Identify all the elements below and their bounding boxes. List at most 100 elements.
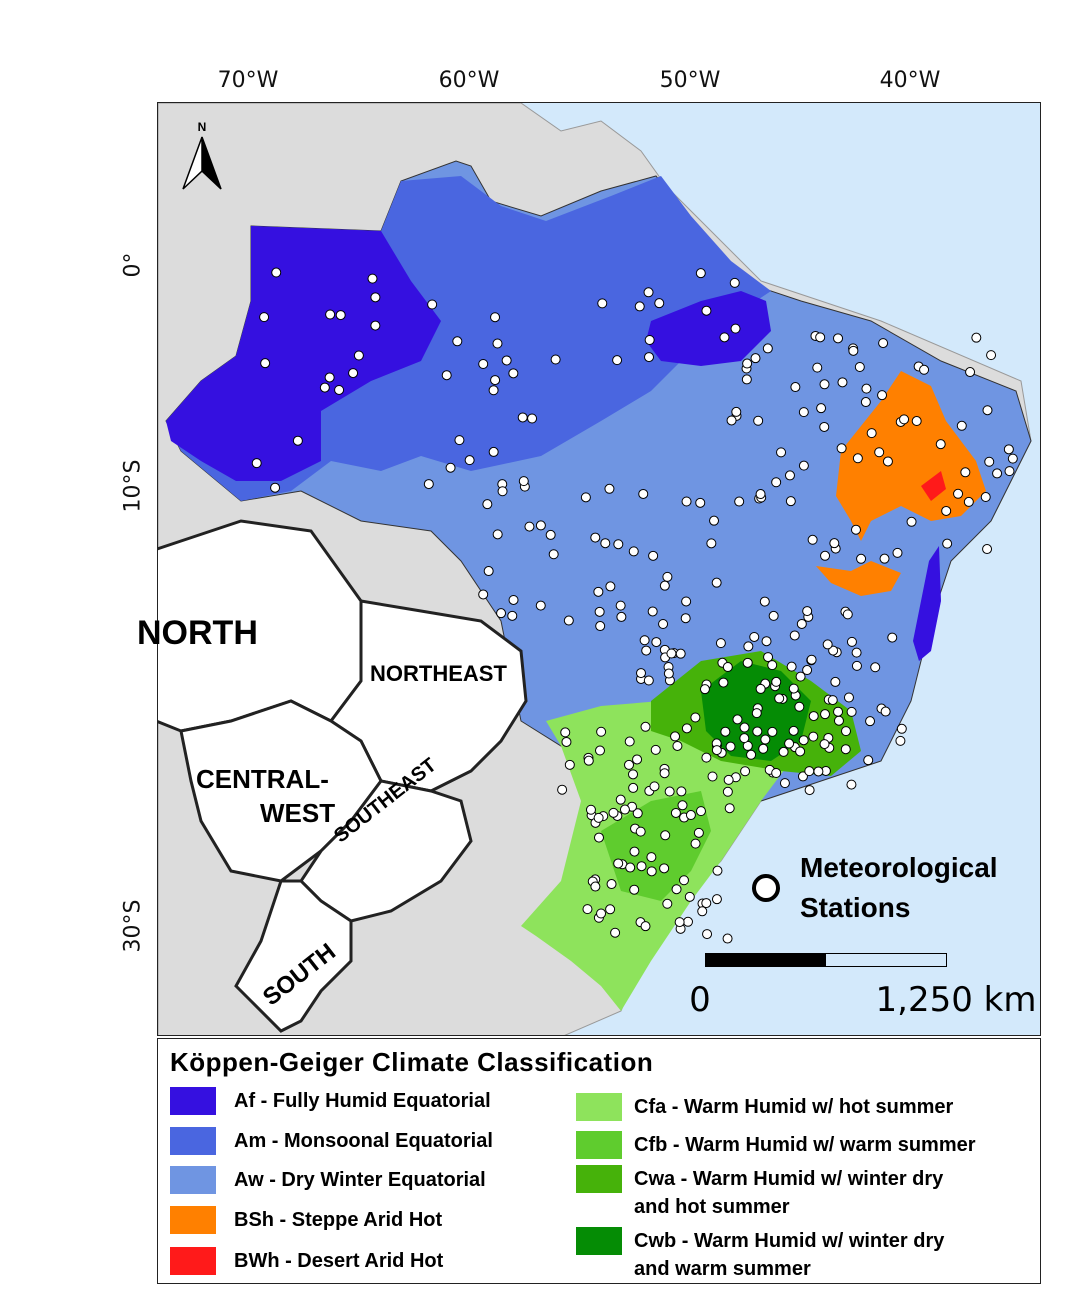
station-marker (1004, 466, 1015, 477)
station-marker (681, 496, 692, 507)
legend-label-bsh: BSh - Steppe Arid Hot (234, 1209, 443, 1231)
station-marker (629, 846, 640, 857)
station-marker (650, 744, 661, 755)
station-marker (507, 610, 518, 621)
station-marker (796, 618, 807, 629)
station-marker (709, 515, 720, 526)
station-marker (753, 415, 764, 426)
station-marker (670, 807, 681, 818)
north-arrow-icon: N (182, 120, 222, 190)
station-marker (829, 538, 840, 549)
station-marker (596, 908, 607, 919)
station-marker (795, 671, 806, 682)
station-marker (583, 755, 594, 766)
station-marker (718, 677, 729, 688)
station-marker (676, 786, 687, 797)
station-marker (797, 771, 808, 782)
station-marker (624, 736, 635, 747)
station-marker (788, 683, 799, 694)
station-marker (895, 735, 906, 746)
station-marker (496, 608, 507, 619)
station-marker (561, 736, 572, 747)
station-marker (776, 447, 787, 458)
station-marker (794, 701, 805, 712)
station-marker (740, 766, 751, 777)
station-marker (711, 577, 722, 588)
station-marker (610, 927, 621, 938)
station-marker (628, 546, 639, 557)
station-marker (848, 345, 859, 356)
station-marker (324, 372, 335, 383)
climate-zone-bsh (836, 371, 986, 541)
station-marker (334, 384, 345, 395)
station-marker (483, 566, 494, 577)
station-marker (660, 830, 671, 841)
station-marker (590, 532, 601, 543)
station-marker (594, 606, 605, 617)
climate-zone-af-coast (913, 546, 941, 661)
station-marker (732, 714, 743, 725)
station-marker (1003, 444, 1014, 455)
station-marker (681, 596, 692, 607)
station-marker (527, 413, 538, 424)
station-marker (681, 723, 692, 734)
station-marker (767, 726, 778, 737)
station-marker (960, 467, 971, 478)
legend-swatch-cwa (576, 1165, 622, 1193)
station-marker (615, 794, 626, 805)
station-marker (690, 838, 701, 849)
station-marker (982, 405, 993, 416)
station-marker (670, 731, 681, 742)
station-marker (625, 862, 636, 873)
station-marker (723, 774, 734, 785)
station-marker (593, 586, 604, 597)
station-marker (851, 647, 862, 658)
station-marker (492, 338, 503, 349)
station-marker (490, 312, 501, 323)
legend-label-cfb: Cfb - Warm Humid w/ warm summer (634, 1134, 976, 1156)
station-marker (892, 547, 903, 558)
station-marker (508, 368, 519, 379)
station-marker (739, 722, 750, 733)
station-marker (271, 267, 282, 278)
station-marker (982, 544, 993, 555)
station-marker (497, 486, 508, 497)
station-marker (877, 390, 888, 401)
station-marker (742, 358, 753, 369)
station-marker (833, 706, 844, 717)
station-marker (628, 782, 639, 793)
station-marker (854, 362, 865, 373)
station-marker (643, 287, 654, 298)
station-marker (423, 479, 434, 490)
station-marker (798, 407, 809, 418)
station-marker (768, 610, 779, 621)
longitude-tick-60w: 60°W (438, 68, 500, 93)
region-label-north: NORTH (137, 614, 258, 652)
station-marker (795, 746, 806, 757)
station-marker (260, 358, 271, 369)
station-marker (880, 706, 891, 717)
station-marker (488, 385, 499, 396)
station-marker (518, 476, 529, 487)
station-marker (325, 309, 336, 320)
station-marker (755, 683, 766, 694)
station-marker (685, 810, 696, 821)
station-marker (600, 538, 611, 549)
station-marker (671, 884, 682, 895)
station-marker (590, 881, 601, 892)
stations-key-label: Meteorological Stations (800, 852, 998, 923)
station-marker (701, 898, 712, 909)
station-marker (836, 443, 847, 454)
station-marker (750, 353, 761, 364)
station-marker (751, 708, 762, 719)
station-marker (731, 406, 742, 417)
station-marker (935, 439, 946, 450)
station-marker (856, 553, 867, 564)
station-marker (632, 754, 643, 765)
station-marker (545, 529, 556, 540)
legend-item-cfa: Cfa - Warm Humid w/ hot summer (576, 1093, 953, 1121)
station-marker (524, 521, 535, 532)
scale-label-end: 1,250 km (875, 980, 1037, 1020)
station-marker (965, 367, 976, 378)
legend: Köppen-Geiger Climate Classification Af … (157, 1038, 1041, 1284)
